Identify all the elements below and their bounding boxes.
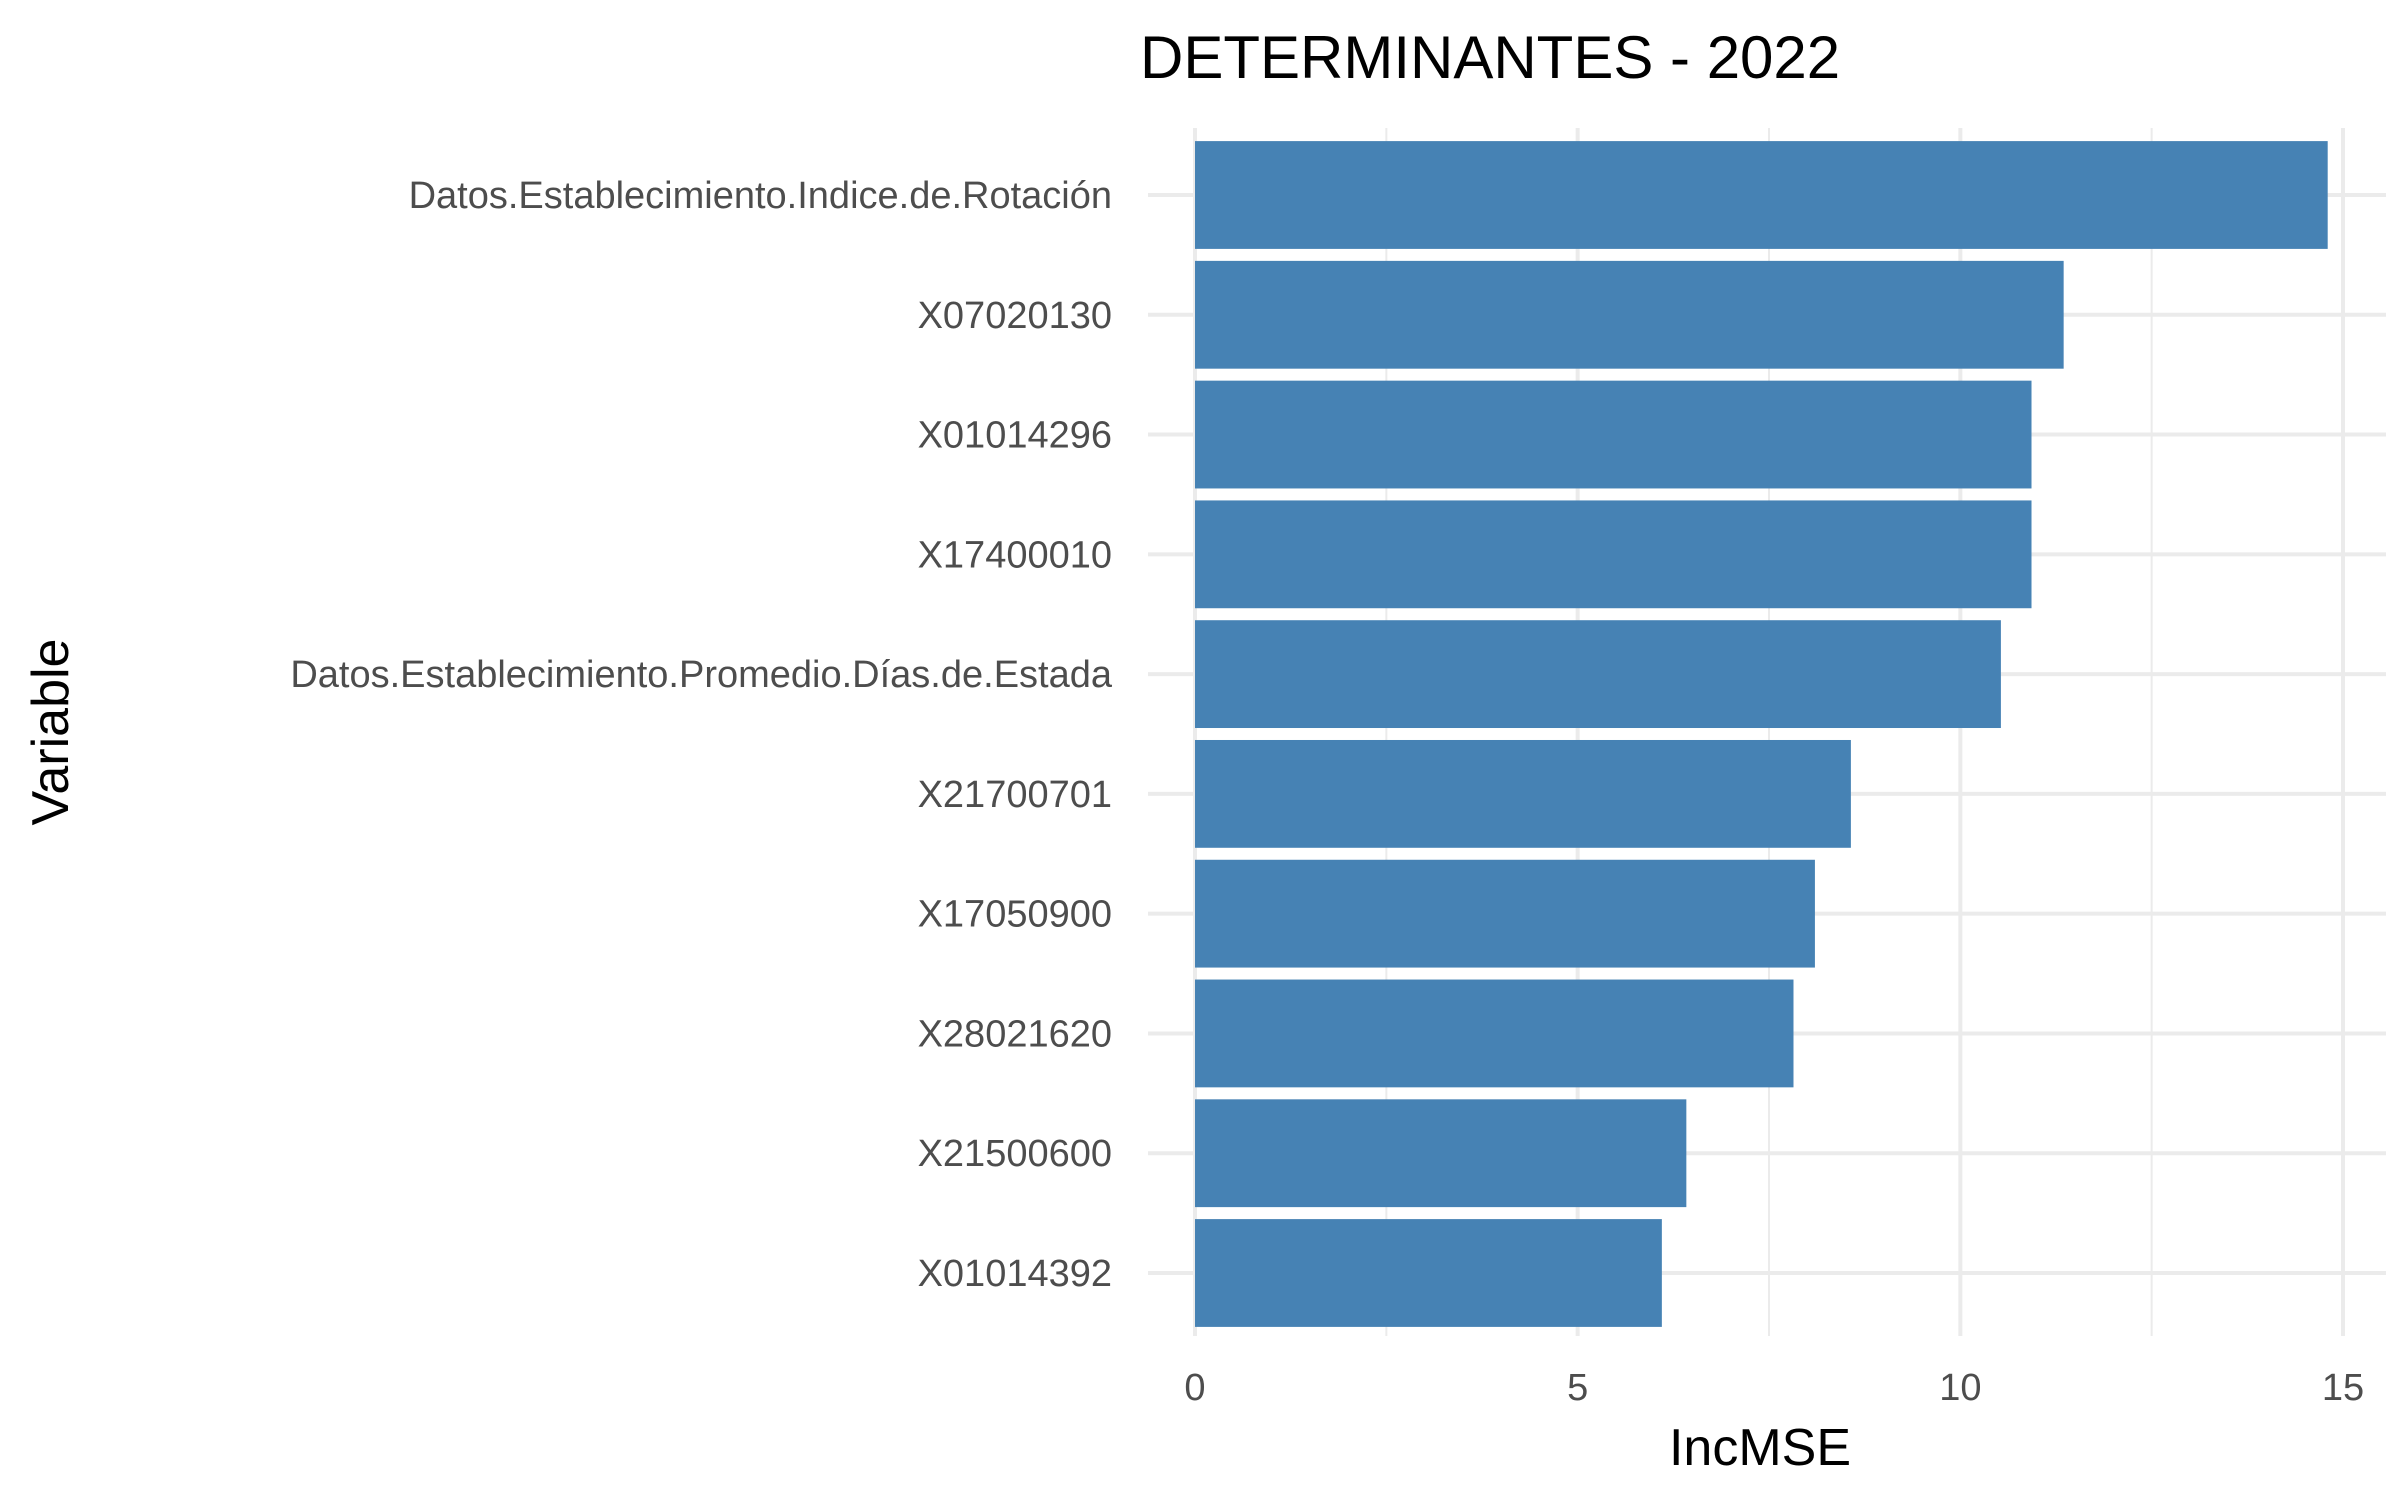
x-tick-label: 15 (2322, 1367, 2364, 1409)
y-tick-label: X28021620 (918, 1013, 1112, 1055)
y-tick-label: X17400010 (918, 534, 1112, 576)
bar (1195, 620, 2001, 729)
bars (1195, 141, 2328, 1327)
y-tick-label: Datos.Establecimiento.Indice.de.Rotación (409, 175, 1112, 217)
x-axis-title: IncMSE (1669, 1419, 1851, 1477)
y-tick-label: X17050900 (918, 894, 1112, 936)
bar (1195, 380, 2032, 489)
chart-title: DETERMINANTES - 2022 (1140, 24, 1840, 91)
y-tick-label: X07020130 (918, 295, 1112, 337)
y-tick-label: X01014392 (918, 1253, 1112, 1295)
y-axis-title: Variable (22, 639, 80, 826)
x-tick-label: 5 (1567, 1367, 1588, 1409)
bar (1195, 979, 1794, 1088)
bar (1195, 1099, 1687, 1208)
bar (1195, 500, 2032, 609)
x-tick-label: 0 (1184, 1367, 1205, 1409)
bar (1195, 260, 2064, 369)
x-tick-label: 10 (1939, 1367, 1981, 1409)
bar (1195, 859, 1815, 968)
y-tick-label: X21500600 (918, 1133, 1112, 1175)
y-tick-labels: Datos.Establecimiento.Indice.de.Rotación… (290, 175, 1113, 1295)
y-tick-label: X21700701 (918, 774, 1112, 816)
bar (1195, 1219, 1662, 1327)
x-tick-labels: 0 5 10 15 (1184, 1367, 2364, 1409)
y-tick-label: X01014296 (918, 415, 1112, 457)
bar (1195, 739, 1851, 848)
y-tick-label: Datos.Establecimiento.Promedio.Días.de.E… (290, 654, 1113, 696)
bar (1195, 141, 2328, 249)
